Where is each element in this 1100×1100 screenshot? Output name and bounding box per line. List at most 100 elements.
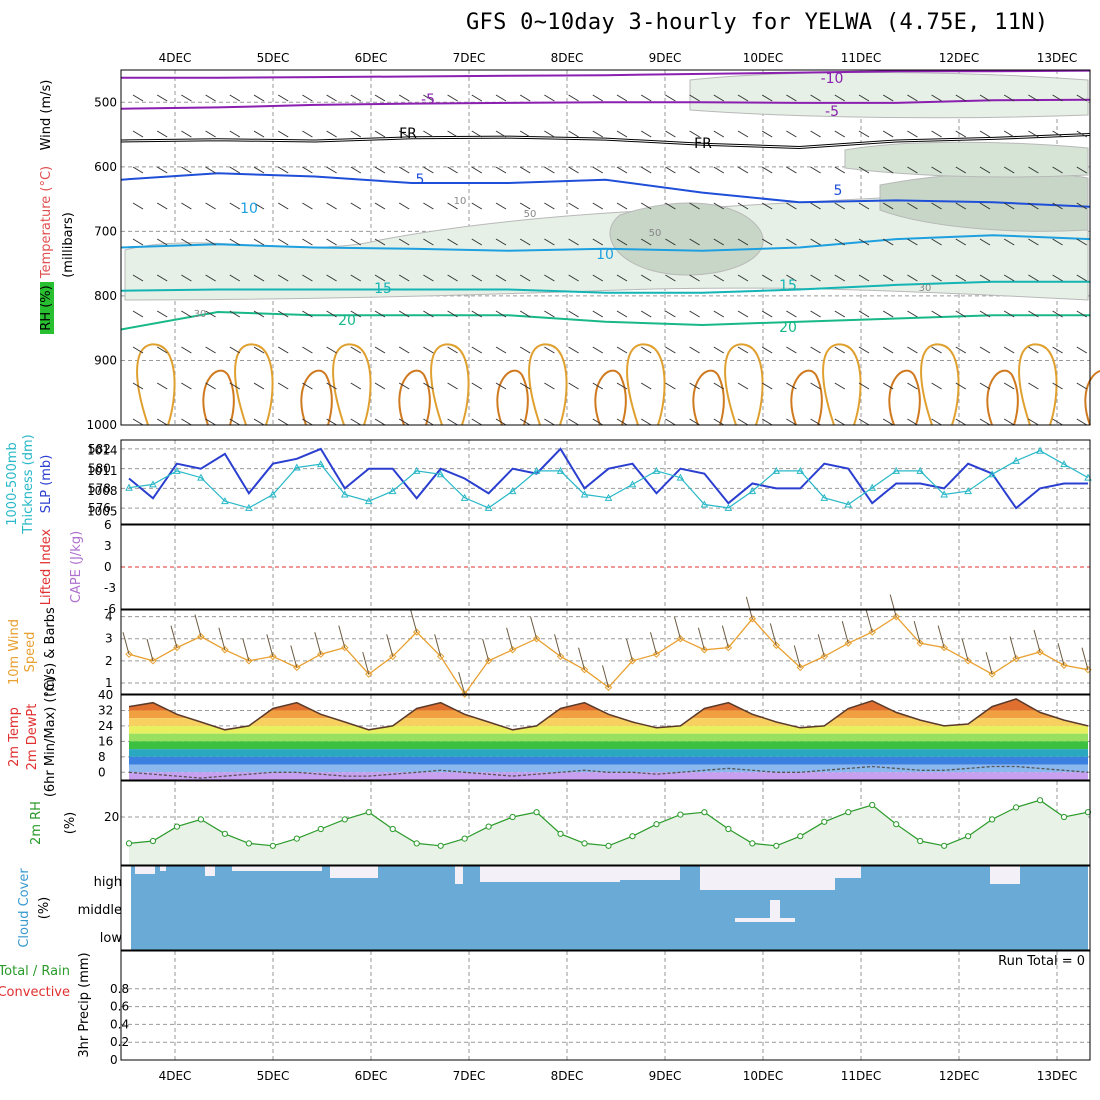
wind-barb xyxy=(737,274,749,282)
wind-barb xyxy=(882,418,894,426)
rh-point xyxy=(1060,813,1068,821)
wind-barb xyxy=(1003,418,1015,426)
wind-barb xyxy=(737,418,749,426)
wind-speed-point xyxy=(724,643,733,652)
rh-legend-swatch xyxy=(40,282,54,334)
rh-point xyxy=(773,842,780,849)
slp-point xyxy=(580,490,589,498)
thickness-tick-label: 578 xyxy=(88,481,111,495)
thickness-label-units: Thickness (dm) xyxy=(21,434,36,534)
slp-point xyxy=(292,463,301,471)
isotherm-15 xyxy=(120,280,1090,294)
wind-barb xyxy=(931,130,942,138)
thickness-tick-label: 582 xyxy=(88,442,111,456)
wind-barb xyxy=(955,166,967,174)
wind-barb xyxy=(350,274,362,282)
temp-band xyxy=(129,710,1088,719)
precip-tick-label: 0.8 xyxy=(110,982,129,996)
wind-barb xyxy=(689,346,700,354)
wind-barb xyxy=(253,418,265,426)
pressure-tick-label: 500 xyxy=(94,95,117,109)
wind-barb xyxy=(834,166,846,174)
wind-barb xyxy=(495,346,507,354)
wind-barb xyxy=(1076,346,1088,354)
slp-point xyxy=(628,480,637,488)
wind-barb xyxy=(882,382,894,390)
wind-barb xyxy=(156,166,168,174)
cape-label: CAPE (J/kg) xyxy=(69,531,84,603)
cloud-label: Cloud Cover xyxy=(17,868,32,948)
wind-barb xyxy=(374,166,386,174)
wind-barb xyxy=(858,346,870,354)
wind-barb xyxy=(979,238,991,246)
bl-temp-contour xyxy=(822,343,862,426)
contour-label: 5 xyxy=(834,183,843,199)
rh-contour-label: 50 xyxy=(524,209,537,220)
wind-barb xyxy=(277,130,289,138)
wind-barb xyxy=(761,346,773,354)
wind-barb xyxy=(277,166,289,174)
rh-point xyxy=(845,809,852,816)
slp-point xyxy=(700,500,709,508)
wind-barb xyxy=(761,274,773,282)
wind-barb xyxy=(471,130,483,138)
run-total-label: Run Total = 0 xyxy=(998,954,1085,969)
wind-barb xyxy=(132,418,144,426)
wind-barb xyxy=(544,346,555,354)
rh-point xyxy=(341,816,348,823)
wind-barb xyxy=(979,130,991,138)
temp-tick-label: 40 xyxy=(98,688,113,702)
pressure-tick-label: 900 xyxy=(94,353,117,367)
rh-point xyxy=(725,825,732,833)
wind-barb xyxy=(350,166,362,174)
lifted-index-tick-label: -3 xyxy=(104,581,116,595)
bl-temp-contour xyxy=(398,369,431,426)
wind-barb xyxy=(931,166,942,174)
wind-barb xyxy=(156,346,168,354)
wind-barb xyxy=(229,130,241,138)
slp-point xyxy=(964,487,972,495)
rh-point xyxy=(965,833,972,840)
wind-barb xyxy=(1028,382,1039,390)
wind-barb xyxy=(665,166,676,174)
bl-temp-contour xyxy=(202,369,235,426)
surface-wind-barb xyxy=(266,634,274,657)
rh-point xyxy=(989,816,996,823)
contour-label: -5 xyxy=(825,104,839,120)
bl-temp-contour xyxy=(300,369,333,426)
wind-barb xyxy=(181,202,192,210)
wind-barb xyxy=(1052,94,1063,102)
slp-point xyxy=(772,466,781,474)
wind-barb xyxy=(1003,274,1015,282)
wind-barb xyxy=(374,418,386,426)
temp-tick-label: 0 xyxy=(98,765,106,779)
day-label-top: 11DEC xyxy=(841,51,881,65)
wind-barb xyxy=(955,418,967,426)
wind-barb xyxy=(181,238,192,246)
wind-barb xyxy=(205,238,216,246)
bl-temp-contour xyxy=(1084,370,1100,426)
wind-barb xyxy=(737,310,749,318)
wind-speed-point xyxy=(269,652,277,661)
wind-barb xyxy=(786,130,797,138)
wind-barb xyxy=(544,382,555,390)
wind-barb xyxy=(374,238,386,246)
wind-barb xyxy=(979,274,991,282)
wind-barb xyxy=(907,202,918,210)
wind-barb xyxy=(205,382,216,390)
wind-barb xyxy=(471,418,483,426)
temp-band xyxy=(129,741,1088,750)
wind-barb xyxy=(423,418,434,426)
rh-point xyxy=(125,840,133,847)
wind-barb xyxy=(858,274,870,282)
wind-barb xyxy=(253,274,265,282)
wind-barb xyxy=(229,166,241,174)
wind-barb xyxy=(350,202,362,210)
day-label-bottom: 4DEC xyxy=(159,1069,192,1083)
wind-barb xyxy=(1076,310,1088,318)
wind-barb xyxy=(616,238,628,246)
day-label-top: 4DEC xyxy=(159,51,192,65)
wind-barb xyxy=(277,346,289,354)
wind-barb xyxy=(229,346,241,354)
wind-barb xyxy=(544,310,555,318)
